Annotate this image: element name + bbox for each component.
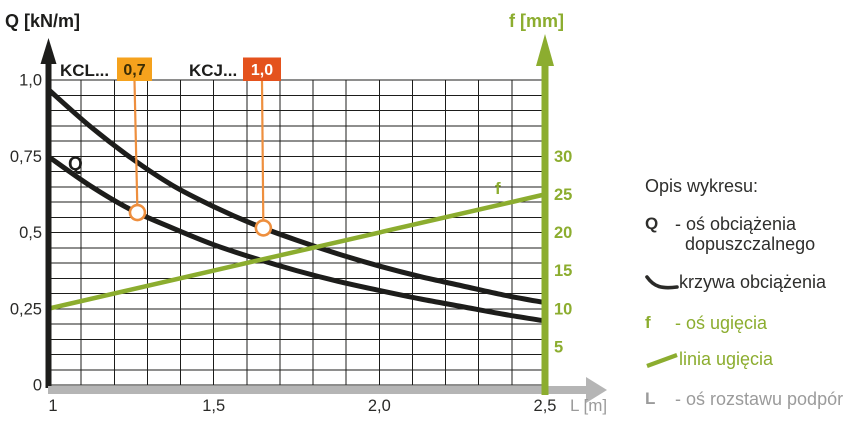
tick-label: 0,25: [10, 300, 42, 318]
load-curve-1-0: [45, 86, 548, 306]
y-left-axis-title: Q [kN/m]: [5, 11, 80, 31]
load-deflection-chart: 1,0 0,75 0,5 0,25 0 30 25 20 15 10 5 1 1,5 2,0 2,5 Q…: [5, 11, 607, 415]
curve-point-marker: [254, 219, 273, 237]
tick-label: 0,5: [19, 224, 42, 242]
legend-item-deflection-line-label: linia ugięcia: [679, 348, 774, 369]
deflection-line: [45, 192, 548, 311]
legend-item-q-axis: Q - oś obciążenia dopuszczalnego: [645, 214, 857, 254]
y-right-axis-title: f [mm]: [509, 11, 564, 31]
f-symbol: f: [645, 312, 651, 332]
legend-item-l-axis-label: - oś rozstawu podpór: [675, 388, 844, 409]
load-curve-icon: [645, 272, 679, 292]
x-tick-labels: 1 1,5 2,0 2,5: [48, 397, 556, 415]
tick-label: 15: [554, 262, 572, 280]
q-curve-inline-label: Q: [68, 154, 83, 175]
chart-annotations: [128, 80, 273, 237]
legend-item-load-curve: krzywa obciążenia: [645, 272, 857, 292]
legend-item-deflection-line: linia ugięcia: [645, 349, 857, 369]
x-axis: [48, 377, 607, 403]
tick-label: 1,0: [19, 72, 42, 90]
x-axis-arrow-icon: [586, 377, 607, 403]
badge-connector: [260, 80, 265, 228]
q-symbol: Q: [645, 214, 659, 234]
y-axis-left-arrow-icon: [40, 38, 57, 64]
legend-item-f-axis: f - oś ugięcia: [645, 313, 857, 333]
f-line-inline-label: f: [495, 179, 501, 198]
l-symbol: L: [645, 388, 656, 408]
x-axis-title: L [m]: [570, 396, 607, 415]
legend-item-f-axis-label: - oś ugięcia: [675, 312, 768, 333]
legend-item-q-axis-label: - oś obciążenia dopuszczalnego: [675, 214, 816, 255]
y-axis-right-arrow-icon: [536, 34, 554, 66]
tick-label: 10: [554, 300, 572, 318]
kcj-badge-value: 1,0: [251, 62, 273, 79]
badge-connector: [133, 80, 139, 213]
legend-item-load-curve-label: krzywa obciążenia: [679, 272, 827, 293]
chart-grid: [47, 79, 546, 386]
tick-label: 2,5: [534, 397, 557, 415]
kcl-badge: 0,7: [117, 57, 152, 81]
y-axis-right: [536, 34, 554, 395]
legend: Opis wykresu: Q - oś obciążenia dopuszcz…: [645, 176, 857, 409]
tick-label: 20: [554, 224, 572, 242]
kcl-badge-value: 0,7: [123, 62, 145, 79]
tick-label: 2,0: [368, 397, 391, 415]
tick-label: 0,75: [10, 148, 42, 166]
y-axis-left: [40, 38, 57, 388]
tick-label: 1,5: [202, 397, 225, 415]
kcl-series-label: KCL...: [60, 61, 109, 80]
y-left-tick-labels: 1,0 0,75 0,5 0,25 0: [10, 72, 42, 395]
chart-curves: [45, 86, 548, 324]
tick-label: 25: [554, 186, 572, 204]
legend-item-l-axis: L - oś rozstawu podpór: [645, 389, 857, 409]
deflection-line-icon: [645, 349, 679, 369]
kcj-series-label: KCJ...: [189, 61, 237, 80]
tick-label: 0: [33, 377, 42, 395]
tick-label: 5: [554, 338, 563, 356]
tick-label: 1: [48, 397, 57, 415]
kcj-badge: 1,0: [243, 57, 281, 81]
curve-point-marker: [128, 203, 147, 222]
tick-label: 30: [554, 148, 572, 166]
legend-heading: Opis wykresu:: [645, 176, 759, 196]
y-right-tick-labels: 30 25 20 15 10 5: [554, 148, 572, 357]
